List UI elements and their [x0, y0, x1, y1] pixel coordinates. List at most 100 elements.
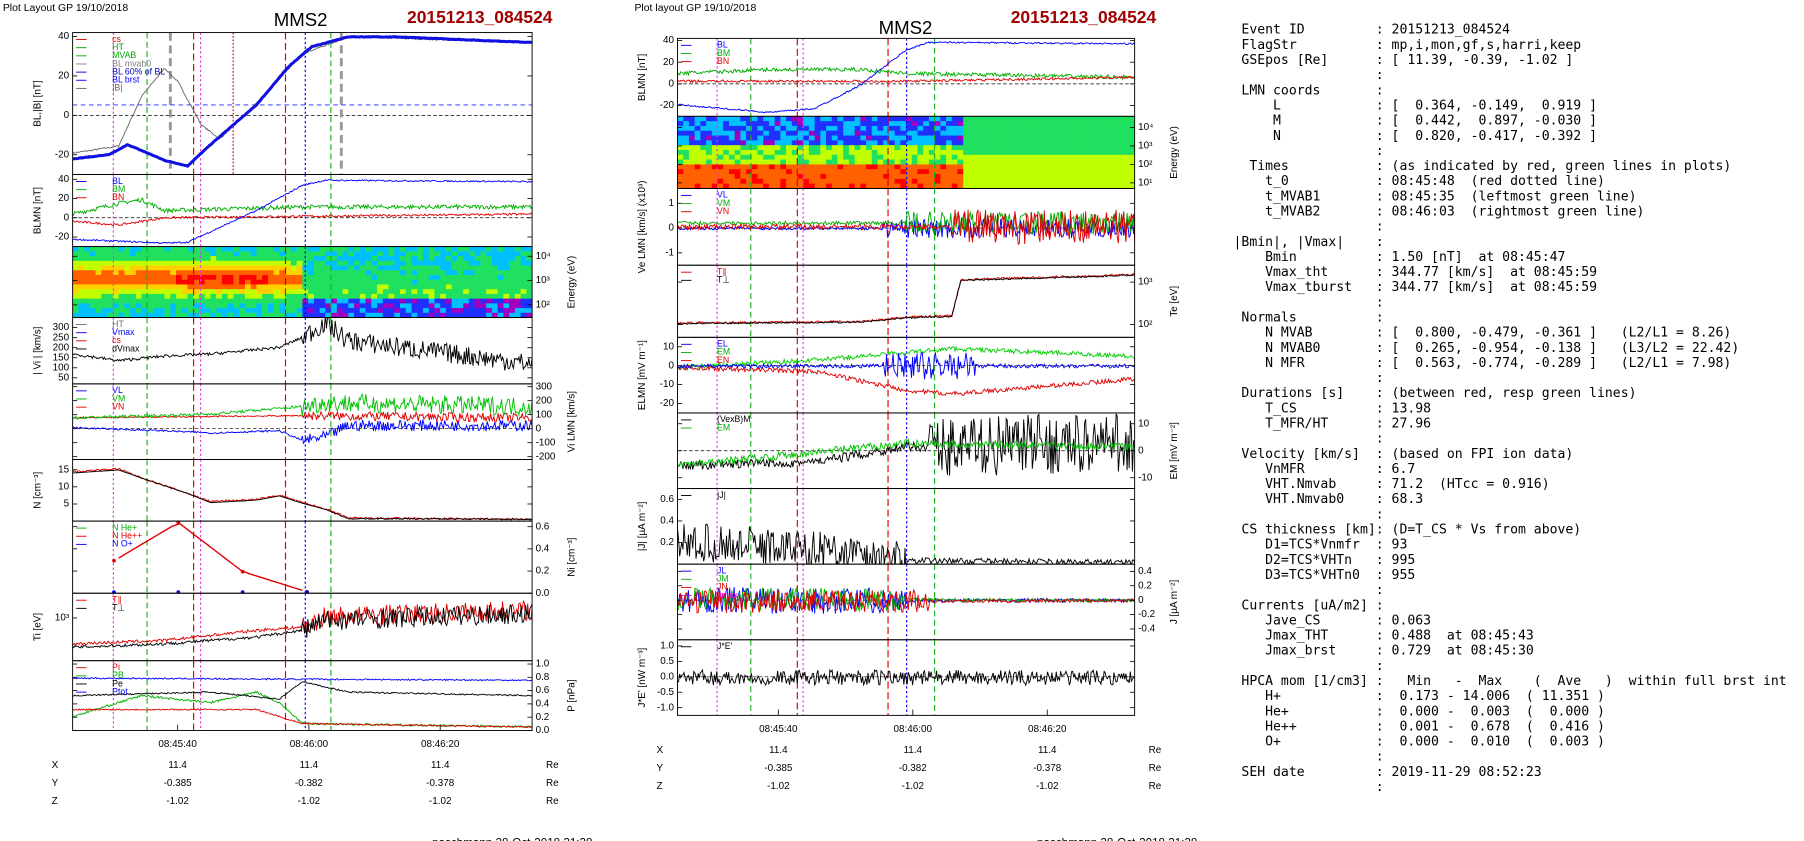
- spectrogram-cell: [141, 270, 148, 276]
- ephemeris-value: -0.385: [164, 778, 193, 789]
- spectrogram-cell: [894, 149, 901, 156]
- spectrogram-cell: [216, 284, 223, 290]
- spectrogram-cell: [354, 274, 361, 281]
- spectrogram-cell: [135, 251, 143, 257]
- spectrogram-cell: [348, 289, 355, 295]
- spectrogram-cell: [342, 279, 349, 285]
- spectrogram-cell: [883, 169, 890, 175]
- spectrogram-cell: [706, 159, 713, 165]
- spectrogram-cell: [244, 298, 252, 304]
- spectrogram-cell: [267, 256, 275, 262]
- spectrogram-cell: [526, 298, 533, 304]
- spectrogram-cell: [848, 154, 856, 161]
- spectrogram-cell: [468, 260, 476, 266]
- spectrogram-cell: [181, 246, 188, 252]
- spectrogram-cell: [239, 303, 246, 309]
- spectrogram-cell: [503, 308, 510, 314]
- spectrogram-cell: [158, 251, 165, 257]
- spectrogram-cell: [422, 284, 430, 290]
- legend-entry: VM: [112, 393, 125, 403]
- spectrogram-cell: [210, 312, 217, 318]
- spectrogram-cell: [227, 298, 234, 304]
- spectrogram-cell: [683, 169, 690, 175]
- spectrogram-cell: [700, 149, 707, 156]
- spectrogram-cell: [313, 279, 321, 285]
- spectrogram-cell: [325, 308, 332, 314]
- spectrogram-cell: [244, 270, 252, 276]
- spectrogram-cell: [1071, 174, 1078, 180]
- spectrogram-cell: [273, 270, 280, 276]
- spectrogram-cell: [445, 256, 453, 262]
- x-tick-label: 08:46:20: [1028, 724, 1067, 735]
- spectrogram-cell: [514, 289, 522, 295]
- spectrogram-cell: [107, 270, 114, 276]
- spectrogram-cell: [176, 308, 183, 314]
- spectrogram-cell: [359, 293, 367, 300]
- trace: [677, 438, 1135, 468]
- legend-entry: BM: [112, 184, 125, 194]
- spectrogram-cell: [997, 135, 1004, 141]
- spectrogram-cell: [1083, 183, 1090, 189]
- spectrogram-cell: [683, 135, 690, 141]
- spectrogram-cell: [256, 312, 263, 318]
- spectrogram-cell: [940, 145, 947, 151]
- spectrogram-cell: [1117, 149, 1124, 156]
- spectrogram-cell: [394, 246, 401, 252]
- spectrogram-cell: [1031, 178, 1038, 185]
- spectrogram-cell: [1003, 121, 1010, 127]
- summary-line: VnMFR : 6.7: [1234, 462, 1416, 477]
- spectrogram-cell: [497, 293, 504, 300]
- spectrogram-cell: [1100, 174, 1107, 180]
- spectrogram-cell: [848, 125, 856, 132]
- spectrogram-cell: [768, 125, 776, 132]
- spectrogram-cell: [1043, 149, 1050, 156]
- spectrogram-cell: [514, 279, 522, 285]
- spectrogram-cell: [273, 289, 280, 295]
- spectrogram-cell: [957, 174, 964, 180]
- spectrogram-cell: [474, 256, 481, 262]
- spectrogram-cell: [1117, 130, 1124, 137]
- spectrogram-cell: [1060, 149, 1067, 156]
- spectrogram-cell: [740, 145, 747, 151]
- spectrogram-cell: [728, 140, 736, 146]
- spectrogram-cell: [204, 251, 211, 257]
- spectrogram-cell: [1094, 135, 1101, 141]
- spectrogram-cell: [216, 260, 223, 266]
- spectrogram-cell: [319, 298, 326, 304]
- spectrogram-cell: [135, 298, 143, 304]
- spectrogram-cell: [204, 308, 211, 314]
- spectrogram-cell: [227, 293, 234, 300]
- spectrogram-cell: [888, 135, 896, 141]
- spectrogram-cell: [751, 154, 758, 161]
- spectrogram-cell: [124, 251, 131, 257]
- spectrogram-cell: [1037, 145, 1044, 151]
- spectrogram-cell: [980, 125, 987, 132]
- spectrogram-cell: [706, 154, 713, 161]
- spectrogram-cell: [377, 270, 384, 276]
- spectrogram-cell: [302, 308, 309, 314]
- spectrogram-cell: [187, 246, 194, 252]
- spectrogram-cell: [141, 284, 148, 290]
- spectrogram-cell: [791, 164, 798, 170]
- spectrogram-cell: [405, 256, 412, 262]
- y-tick-label: 0: [1138, 595, 1144, 606]
- spectrogram-cell: [101, 270, 108, 276]
- spectrogram-cell: [757, 135, 764, 141]
- spectrogram-cell: [1003, 135, 1010, 141]
- spectrogram-cell: [400, 312, 407, 318]
- ephemeris-unit: Re: [546, 760, 559, 771]
- spectrogram-cell: [940, 169, 947, 175]
- legend-entry: VL: [717, 190, 728, 200]
- spectrogram-cell: [991, 145, 998, 151]
- spectrogram-cell: [1014, 135, 1021, 141]
- spectrogram-cell: [153, 279, 160, 285]
- legend-entry: Jmax: [717, 590, 738, 600]
- spectrogram-cell: [1077, 145, 1084, 151]
- spectrogram-cell: [774, 125, 781, 132]
- spectrogram-cell: [1003, 145, 1010, 151]
- spectrogram-cell: [706, 135, 713, 141]
- spectrogram-cell: [694, 145, 701, 151]
- plot-footer: paschmann 28-Oct-2018 21:28: [1037, 836, 1197, 841]
- spectrogram-cell: [923, 178, 930, 185]
- spectrogram-cell: [946, 159, 953, 165]
